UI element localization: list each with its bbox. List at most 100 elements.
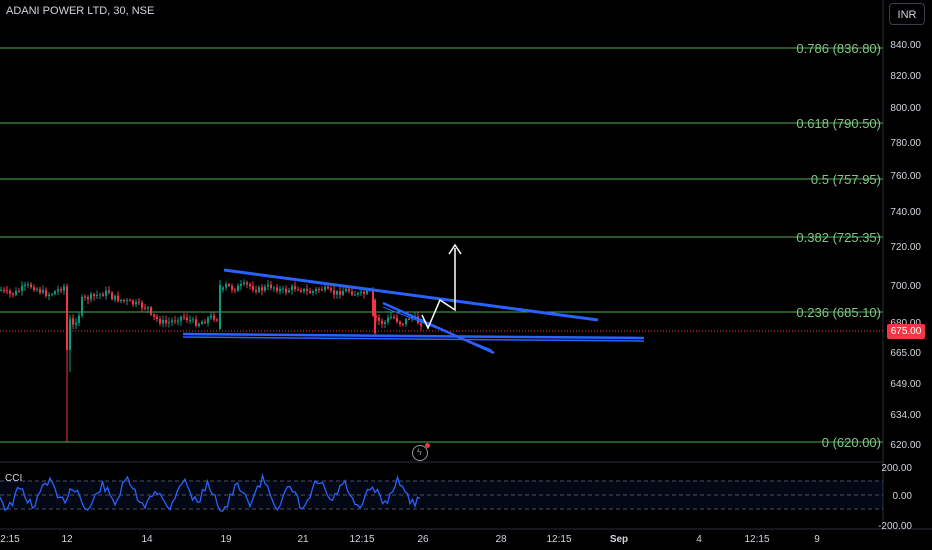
candle <box>198 322 200 328</box>
price-axis-label: 720.00 <box>890 242 921 253</box>
candle <box>264 284 266 293</box>
cci-indicator-label[interactable]: CCI <box>5 473 23 484</box>
candle <box>159 315 161 327</box>
candle <box>374 298 376 336</box>
cci-axis: 200.00 0.00 -200.00 <box>878 463 912 532</box>
trendline-support-a[interactable] <box>182 332 645 340</box>
candle <box>288 287 290 294</box>
candle <box>321 286 323 292</box>
candle <box>216 317 218 323</box>
candle <box>207 316 209 327</box>
candle <box>228 282 230 288</box>
candle <box>0 286 2 292</box>
candle <box>111 290 113 301</box>
candle <box>66 300 68 442</box>
price-axis-label: 680.00 <box>890 318 921 329</box>
candle <box>249 282 251 290</box>
candle <box>69 320 71 372</box>
time-axis[interactable]: 2:15 12 14 19 21 12:15 26 28 12:15 Sep 4 12:15 9 <box>0 534 820 545</box>
projection-path[interactable] <box>421 248 456 330</box>
candle <box>219 280 221 330</box>
time-axis-label: 2:15 <box>0 534 20 545</box>
candle <box>306 284 308 296</box>
candle <box>144 304 146 311</box>
candle <box>360 289 362 297</box>
time-axis-label: Sep <box>610 534 628 545</box>
price-candles <box>0 279 422 442</box>
candle <box>96 290 98 300</box>
candle <box>6 285 8 295</box>
time-axis-label: 21 <box>297 534 309 545</box>
cci-axis-label: 0.00 <box>893 491 913 502</box>
cci-line <box>0 472 421 513</box>
candle <box>24 281 26 291</box>
candle <box>87 295 89 305</box>
candle <box>237 283 239 292</box>
candle <box>147 305 149 314</box>
candle <box>354 290 356 296</box>
candle <box>63 283 65 295</box>
candle <box>309 287 311 295</box>
cci-pane <box>0 472 883 513</box>
fib-level-label: 0.236 (685.10) <box>796 305 881 320</box>
candle <box>282 286 284 294</box>
time-axis-label: 12:15 <box>744 534 769 545</box>
candle <box>135 299 137 308</box>
candle <box>333 285 335 299</box>
candle <box>195 315 197 328</box>
trendline-upper[interactable] <box>223 268 599 322</box>
price-axis-label: 700.00 <box>890 281 921 292</box>
candle <box>351 287 353 297</box>
candle <box>141 300 143 313</box>
candle <box>297 286 299 292</box>
candle <box>189 315 191 324</box>
price-axis[interactable]: 840.00 820.00 800.00 780.00 760.00 740.00 720.… <box>890 40 921 451</box>
price-axis-label: 780.00 <box>890 138 921 149</box>
fibonacci-retracement[interactable]: 0.786 (836.80) 0.618 (790.50) 0.5 (757.95)… <box>0 41 883 450</box>
price-axis-label: 820.00 <box>890 71 921 82</box>
current-price-tag: 675.00 <box>887 324 925 339</box>
drawing-trendlines[interactable] <box>182 268 645 355</box>
candle <box>162 315 164 328</box>
candle <box>174 315 176 325</box>
candle <box>261 283 263 296</box>
time-axis-label: 26 <box>417 534 429 545</box>
candle <box>339 286 341 299</box>
candle <box>102 292 104 297</box>
candle <box>330 286 332 294</box>
candle <box>387 314 389 325</box>
time-axis-label: 9 <box>814 534 820 545</box>
trendline-wedge-a[interactable] <box>382 301 495 355</box>
candle <box>399 320 401 327</box>
trendline-wedge-b[interactable] <box>382 306 493 351</box>
candle <box>93 292 95 301</box>
candle <box>294 281 296 292</box>
candle <box>243 279 245 287</box>
candle <box>132 299 134 307</box>
fib-level-label: 0 (620.00) <box>822 435 881 450</box>
currency-button[interactable]: INR <box>889 3 925 25</box>
trendline-support-b[interactable] <box>182 336 645 342</box>
candle <box>402 322 404 327</box>
candle <box>378 314 380 326</box>
candle <box>84 294 86 301</box>
candle <box>39 286 41 295</box>
candle <box>138 298 140 306</box>
candle <box>381 318 383 328</box>
candle <box>393 314 395 320</box>
candle <box>108 285 110 295</box>
lightning-icon[interactable]: ϟ <box>412 443 430 461</box>
candle <box>246 280 248 289</box>
candle <box>312 289 314 296</box>
candle <box>258 285 260 294</box>
candle <box>186 313 188 324</box>
candle <box>168 317 170 328</box>
candle <box>99 292 101 300</box>
candle <box>234 288 236 294</box>
candle <box>192 316 194 323</box>
candle <box>390 312 392 320</box>
fib-level-label: 0.786 (836.80) <box>796 41 881 56</box>
candle <box>342 286 344 296</box>
candle <box>33 284 35 293</box>
